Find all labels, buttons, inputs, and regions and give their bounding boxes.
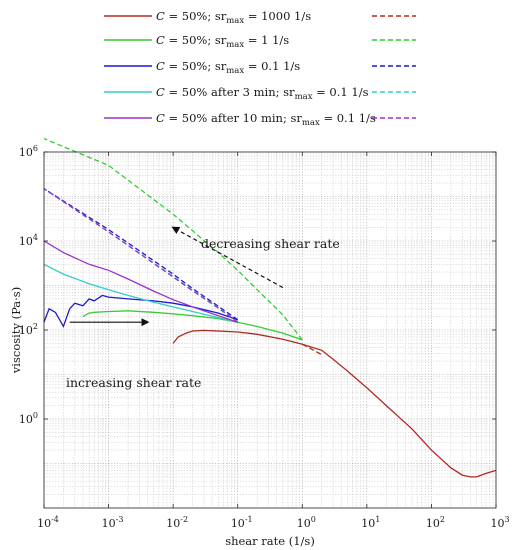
series-3-increasing-line bbox=[43, 294, 238, 329]
x-tick-label: 10-2 bbox=[166, 515, 188, 530]
x-axis-label: shear rate (1/s) bbox=[225, 534, 315, 548]
x-tick-label: 100 bbox=[297, 515, 316, 530]
series-2-decreasing-line bbox=[43, 137, 303, 341]
grid bbox=[43, 152, 496, 509]
series-group bbox=[43, 137, 497, 478]
y-tick-label: 106 bbox=[19, 144, 38, 159]
x-tick-label: 103 bbox=[490, 515, 509, 530]
legend-label: C = 50% after 3 min; srmax = 0.1 1/s bbox=[156, 85, 369, 102]
series-3-decreasing-line bbox=[43, 188, 239, 321]
series-2-increasing-line bbox=[82, 310, 303, 341]
x-tick-label: 10-1 bbox=[231, 515, 253, 530]
series-4-increasing-line bbox=[43, 263, 238, 323]
x-tick-label: 102 bbox=[426, 515, 445, 530]
series-5-increasing-line bbox=[43, 240, 238, 323]
series-1-increasing-line bbox=[172, 329, 497, 478]
legend-label: C = 50%; srmax = 1 1/s bbox=[156, 33, 289, 50]
x-tick-label: 101 bbox=[361, 515, 380, 530]
series-1-decreasing-line bbox=[301, 343, 323, 356]
annotations: decreasing shear rate increasing shear ra… bbox=[66, 226, 340, 390]
plot-area: decreasing shear rate increasing shear ra… bbox=[43, 137, 497, 509]
legend-label: C = 50%; srmax = 1000 1/s bbox=[156, 9, 311, 26]
y-tick-label: 104 bbox=[19, 233, 38, 248]
increasing-annotation: increasing shear rate bbox=[66, 375, 201, 390]
x-tick-label: 10-4 bbox=[37, 515, 59, 530]
series-5-decreasing-line bbox=[43, 188, 239, 323]
decreasing-annotation: decreasing shear rate bbox=[201, 236, 340, 251]
legend: C = 50%; srmax = 1000 1/s C = 50%; srmax … bbox=[104, 9, 416, 128]
x-tick-label: 10-3 bbox=[102, 515, 124, 530]
legend-label: C = 50% after 10 min; srmax = 0.1 1/s bbox=[156, 111, 376, 128]
legend-label: C = 50%; srmax = 0.1 1/s bbox=[156, 59, 300, 76]
y-tick-label: 102 bbox=[19, 322, 38, 337]
axes: 10-4 10-3 10-2 10-1 100 101 102 103 100 102 104 106 bbox=[19, 144, 510, 530]
y-axis-label: viscosity (Pa·s) bbox=[9, 287, 23, 374]
y-tick-label: 100 bbox=[19, 411, 38, 426]
